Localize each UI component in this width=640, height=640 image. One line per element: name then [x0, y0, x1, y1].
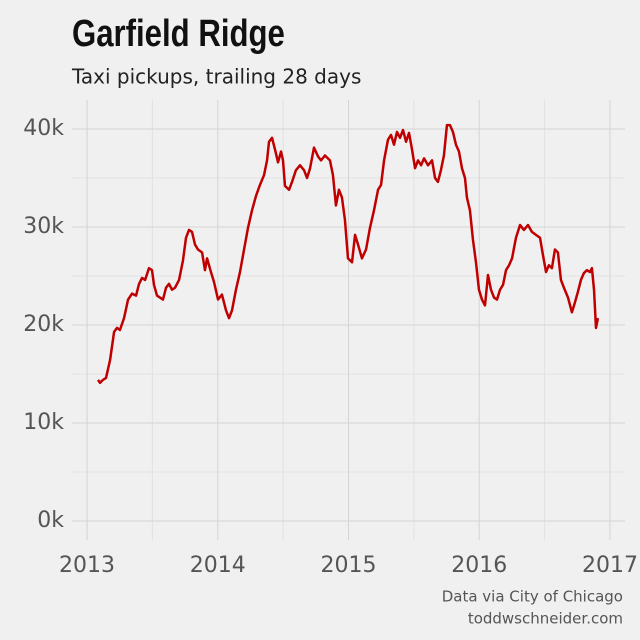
caption: toddwschneider.com	[468, 610, 623, 628]
series-line	[96, 123, 600, 385]
x-tick-label: 2017	[582, 553, 638, 578]
y-tick-label: 10k	[23, 410, 64, 435]
y-tick-label: 40k	[23, 116, 64, 141]
x-tick-label: 2014	[190, 553, 246, 578]
grid	[72, 100, 625, 540]
chart-subtitle: Taxi pickups, trailing 28 days	[71, 65, 361, 89]
x-tick-label: 2013	[59, 553, 115, 578]
x-tick-label: 2016	[451, 553, 507, 578]
plot	[96, 123, 600, 385]
y-tick-label: 20k	[23, 312, 64, 337]
caption: Data via City of Chicago	[442, 588, 623, 606]
x-tick-label: 2015	[321, 553, 377, 578]
y-tick-label: 0k	[37, 508, 64, 533]
y-tick-label: 30k	[23, 214, 64, 239]
chart-title: Garfield Ridge	[72, 13, 285, 55]
